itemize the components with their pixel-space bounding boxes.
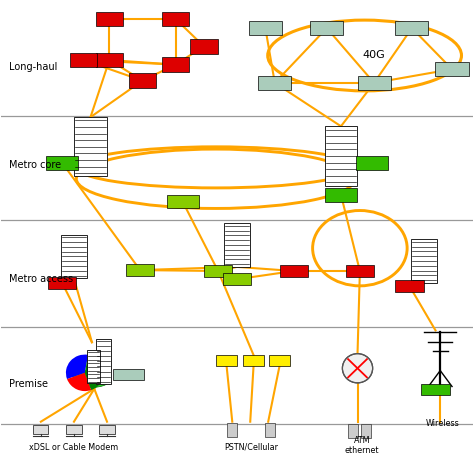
FancyBboxPatch shape [96, 53, 123, 67]
Text: PSTN/Cellular: PSTN/Cellular [224, 443, 278, 452]
Text: Metro access: Metro access [9, 274, 73, 284]
FancyBboxPatch shape [66, 425, 82, 435]
FancyBboxPatch shape [162, 57, 189, 72]
FancyBboxPatch shape [346, 265, 374, 277]
Text: xDSL or Cable Modem: xDSL or Cable Modem [29, 443, 118, 452]
FancyBboxPatch shape [227, 423, 237, 437]
FancyBboxPatch shape [61, 234, 87, 278]
FancyBboxPatch shape [357, 76, 391, 90]
FancyBboxPatch shape [325, 126, 357, 185]
FancyBboxPatch shape [410, 239, 437, 283]
FancyBboxPatch shape [166, 195, 199, 208]
Text: Metro core: Metro core [9, 160, 61, 170]
FancyBboxPatch shape [96, 11, 123, 26]
FancyBboxPatch shape [46, 156, 78, 169]
Wedge shape [85, 355, 104, 390]
FancyBboxPatch shape [395, 280, 424, 292]
Wedge shape [66, 354, 88, 379]
FancyBboxPatch shape [421, 384, 450, 395]
FancyBboxPatch shape [265, 423, 275, 437]
FancyBboxPatch shape [100, 425, 115, 435]
FancyBboxPatch shape [96, 338, 111, 384]
Text: Long-haul: Long-haul [9, 62, 57, 72]
FancyBboxPatch shape [310, 21, 343, 35]
FancyBboxPatch shape [113, 369, 144, 380]
FancyBboxPatch shape [361, 424, 371, 438]
FancyBboxPatch shape [258, 76, 292, 90]
FancyBboxPatch shape [224, 224, 250, 267]
FancyBboxPatch shape [204, 265, 232, 277]
FancyBboxPatch shape [395, 21, 428, 35]
FancyBboxPatch shape [126, 264, 155, 276]
Circle shape [342, 354, 373, 383]
FancyBboxPatch shape [269, 355, 290, 366]
Ellipse shape [73, 370, 111, 387]
Text: Wireless: Wireless [426, 419, 459, 428]
Text: ATM
ethernet: ATM ethernet [345, 436, 380, 455]
FancyBboxPatch shape [280, 265, 308, 277]
FancyBboxPatch shape [249, 21, 282, 35]
Text: 40G: 40G [363, 49, 385, 60]
FancyBboxPatch shape [74, 117, 107, 176]
FancyBboxPatch shape [129, 73, 156, 88]
FancyBboxPatch shape [347, 424, 358, 438]
Text: Premise: Premise [9, 379, 48, 389]
FancyBboxPatch shape [33, 425, 48, 435]
FancyBboxPatch shape [162, 11, 189, 26]
FancyBboxPatch shape [436, 62, 469, 76]
FancyBboxPatch shape [325, 188, 357, 202]
FancyBboxPatch shape [216, 355, 237, 366]
FancyBboxPatch shape [243, 355, 264, 366]
FancyBboxPatch shape [223, 273, 251, 285]
FancyBboxPatch shape [48, 277, 76, 289]
FancyBboxPatch shape [356, 156, 388, 169]
Wedge shape [67, 373, 91, 391]
FancyBboxPatch shape [190, 39, 218, 54]
FancyBboxPatch shape [87, 350, 100, 383]
FancyBboxPatch shape [70, 53, 97, 67]
